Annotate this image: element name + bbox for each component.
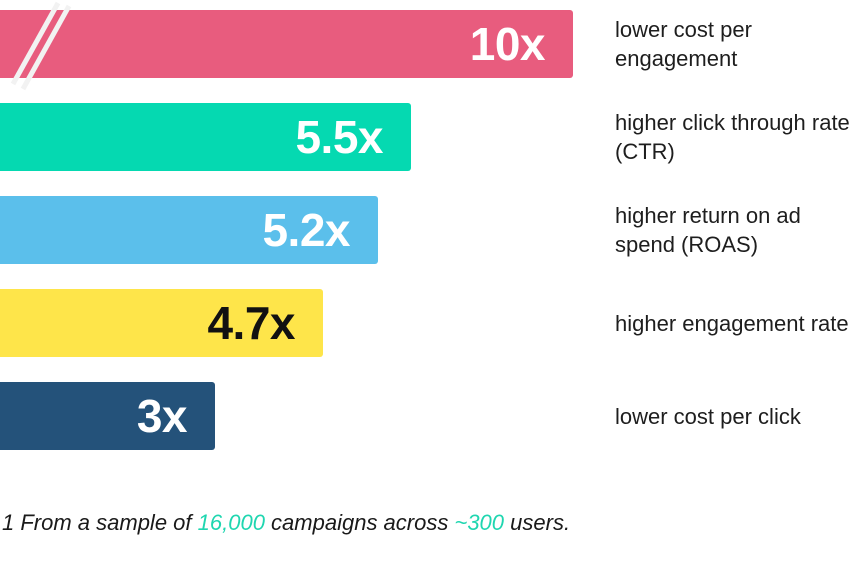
bar-value-label: 5.5x: [295, 111, 383, 163]
break-stripes-decoration: [10, 1, 72, 91]
bar-value-label: 3x: [136, 390, 188, 442]
bar-1: 5.5x: [0, 103, 411, 171]
bar-value-label: 10x: [469, 18, 546, 70]
footnote-text: 1 From a sample of: [2, 510, 198, 535]
category-label: higher engagement rate: [615, 310, 849, 336]
category-label: higher return on ad spend (ROAS): [615, 203, 801, 257]
category-label: lower cost per click: [615, 403, 801, 429]
footnote-campaigns-count: 16,000: [197, 510, 265, 535]
category-label: lower cost per engagement: [615, 17, 752, 71]
bar-3: 4.7x: [0, 289, 323, 357]
footnote: 1 From a sample of 16,000 campaigns acro…: [2, 510, 570, 536]
footnote-users-count: ~300: [454, 510, 505, 535]
category-label: higher click through rate (CTR): [615, 110, 850, 164]
footnote-text: campaigns across: [264, 510, 455, 535]
bar-value-label: 5.2x: [262, 204, 350, 256]
bar-0: 10x: [0, 10, 573, 78]
bar-2: 5.2x: [0, 196, 378, 264]
bar-value-label: 4.7x: [207, 297, 295, 349]
bar-4: 3x: [0, 382, 215, 450]
footnote-text: users.: [504, 510, 571, 535]
